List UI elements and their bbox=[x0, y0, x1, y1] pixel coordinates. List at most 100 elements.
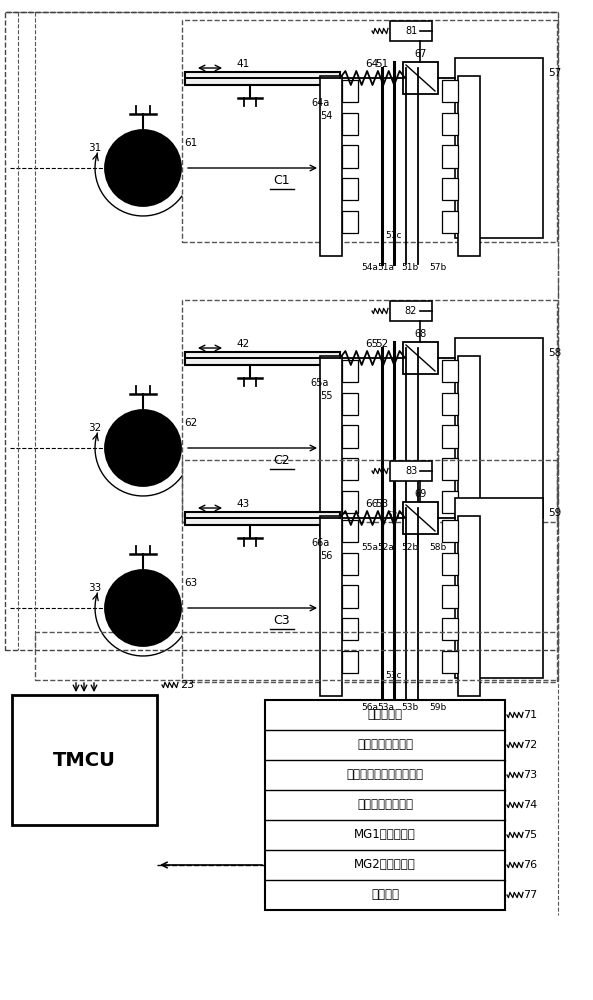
Bar bbox=[342, 425, 358, 448]
Bar bbox=[320, 356, 342, 536]
Text: 69: 69 bbox=[415, 489, 426, 499]
Bar bbox=[390, 21, 432, 41]
Text: 断路开关: 断路开关 bbox=[371, 888, 399, 902]
Bar bbox=[403, 342, 438, 374]
Text: 53c: 53c bbox=[386, 672, 402, 680]
Bar bbox=[442, 145, 458, 168]
Bar bbox=[455, 338, 543, 518]
Bar bbox=[442, 458, 458, 480]
Text: 68: 68 bbox=[415, 329, 426, 339]
Text: 51c: 51c bbox=[386, 232, 402, 240]
Bar bbox=[320, 516, 342, 696]
Bar bbox=[185, 72, 340, 85]
Bar bbox=[403, 62, 438, 94]
Text: 55: 55 bbox=[320, 391, 333, 401]
Text: 53a: 53a bbox=[378, 704, 394, 712]
Text: 74: 74 bbox=[523, 800, 537, 810]
Text: MG2转速传感器: MG2转速传感器 bbox=[354, 858, 416, 871]
Bar bbox=[5, 12, 558, 650]
Text: 54: 54 bbox=[320, 111, 332, 121]
Bar bbox=[342, 553, 358, 575]
Circle shape bbox=[138, 163, 148, 173]
Bar bbox=[442, 211, 458, 233]
Text: 65: 65 bbox=[365, 339, 378, 349]
Text: 66: 66 bbox=[365, 499, 378, 509]
Bar bbox=[442, 491, 458, 513]
Text: 51: 51 bbox=[375, 59, 388, 69]
Circle shape bbox=[138, 603, 148, 613]
Bar bbox=[35, 632, 558, 680]
Text: 64: 64 bbox=[365, 59, 378, 69]
Text: 53: 53 bbox=[375, 499, 388, 509]
Circle shape bbox=[105, 410, 181, 486]
Bar bbox=[442, 178, 458, 200]
Text: 64a: 64a bbox=[311, 98, 329, 108]
Bar bbox=[342, 651, 358, 673]
Bar bbox=[442, 360, 458, 382]
Bar bbox=[182, 300, 557, 522]
Bar bbox=[182, 20, 557, 242]
Text: 83: 83 bbox=[405, 466, 417, 476]
Text: 59: 59 bbox=[549, 508, 562, 518]
Text: 75: 75 bbox=[523, 830, 537, 840]
Bar bbox=[342, 618, 358, 640]
Text: 59b: 59b bbox=[429, 704, 447, 712]
Bar bbox=[455, 58, 543, 238]
Bar bbox=[320, 76, 342, 256]
Bar bbox=[442, 553, 458, 575]
Text: 变速器输出轴转速传感器: 变速器输出轴转速传感器 bbox=[346, 768, 423, 782]
Text: 31: 31 bbox=[88, 143, 101, 153]
Text: 车速传感器: 车速传感器 bbox=[368, 708, 403, 722]
Bar bbox=[458, 76, 480, 256]
Bar bbox=[182, 460, 557, 682]
Text: 63: 63 bbox=[184, 578, 197, 588]
Text: 32: 32 bbox=[88, 423, 101, 433]
Circle shape bbox=[138, 443, 148, 453]
Bar bbox=[342, 211, 358, 233]
Bar bbox=[342, 458, 358, 480]
Text: 52a: 52a bbox=[378, 544, 394, 552]
Bar bbox=[442, 425, 458, 448]
Bar bbox=[342, 113, 358, 135]
Text: 58b: 58b bbox=[429, 544, 447, 552]
Bar bbox=[390, 461, 432, 481]
Text: 33: 33 bbox=[88, 583, 101, 593]
Bar bbox=[185, 512, 340, 525]
Text: C2: C2 bbox=[274, 454, 291, 468]
Text: 65a: 65a bbox=[311, 378, 329, 388]
Bar bbox=[442, 113, 458, 135]
Text: 23: 23 bbox=[180, 680, 194, 690]
Text: MG1转速传感器: MG1转速传感器 bbox=[354, 828, 416, 842]
Text: 51a: 51a bbox=[378, 263, 394, 272]
Text: 77: 77 bbox=[523, 890, 537, 900]
Text: 67: 67 bbox=[415, 49, 427, 59]
Text: TMCU: TMCU bbox=[53, 750, 116, 770]
Bar bbox=[455, 498, 543, 678]
Text: 52c: 52c bbox=[386, 512, 402, 520]
Bar bbox=[442, 585, 458, 608]
Text: 53b: 53b bbox=[401, 704, 419, 712]
Circle shape bbox=[105, 570, 181, 646]
Text: 71: 71 bbox=[523, 710, 537, 720]
Bar bbox=[390, 301, 432, 321]
Text: 62: 62 bbox=[184, 418, 197, 428]
Text: 52: 52 bbox=[375, 339, 388, 349]
Bar bbox=[342, 80, 358, 102]
Bar bbox=[442, 520, 458, 542]
Bar bbox=[442, 651, 458, 673]
Text: 81: 81 bbox=[405, 26, 417, 36]
Text: 41: 41 bbox=[237, 59, 250, 69]
Text: C1: C1 bbox=[274, 174, 291, 188]
Bar bbox=[442, 618, 458, 640]
Text: 发动机转速传感器: 发动机转速传感器 bbox=[357, 798, 413, 812]
Bar bbox=[185, 352, 340, 365]
Text: 57b: 57b bbox=[429, 263, 447, 272]
Circle shape bbox=[105, 130, 181, 206]
Bar bbox=[442, 80, 458, 102]
Bar bbox=[342, 360, 358, 382]
Bar bbox=[342, 145, 358, 168]
Text: 43: 43 bbox=[237, 499, 250, 509]
Text: 72: 72 bbox=[523, 740, 537, 750]
Text: 加速器开度传感器: 加速器开度传感器 bbox=[357, 738, 413, 752]
Text: 55a: 55a bbox=[362, 544, 378, 552]
